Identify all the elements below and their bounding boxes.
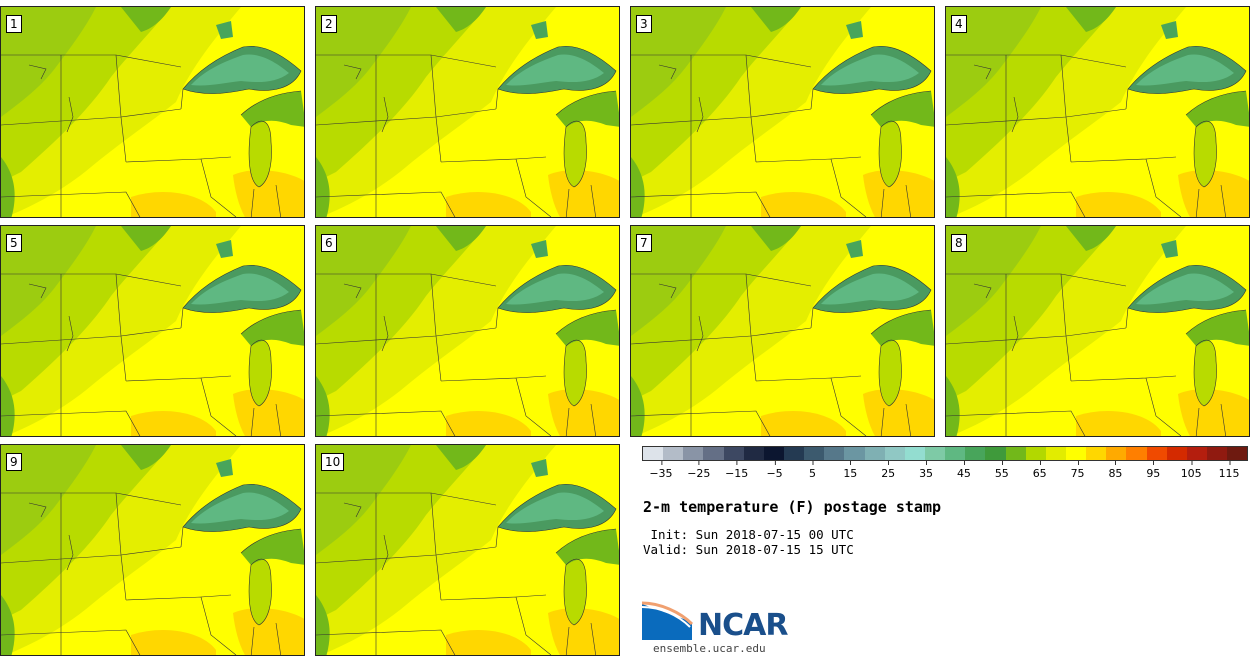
colorbar-segment xyxy=(945,447,966,460)
colorbar-segment xyxy=(1146,447,1167,460)
colorbar-segment xyxy=(924,447,946,460)
colorbar-tick: 15 xyxy=(843,461,857,480)
map-stamp: 5 xyxy=(0,225,305,437)
colorbar-segment xyxy=(1005,447,1026,460)
figure-title: 2-m temperature (F) postage stamp xyxy=(643,498,942,516)
colorbar-segment xyxy=(1065,447,1087,460)
map-stamp: 2 xyxy=(315,6,620,218)
colorbar-tick: 105 xyxy=(1181,461,1202,480)
colorbar-tick: 5 xyxy=(809,461,816,480)
valid-time: Valid: Sun 2018-07-15 15 UTC xyxy=(643,542,854,557)
colorbar-tick: 45 xyxy=(957,461,971,480)
member-label: 8 xyxy=(951,234,967,252)
colorbar-segment xyxy=(683,447,704,460)
map-stamp: 1 xyxy=(0,6,305,218)
colorbar-tick: 95 xyxy=(1146,461,1160,480)
member-label: 3 xyxy=(636,15,652,33)
ensemble-url: ensemble.ucar.edu xyxy=(653,642,766,655)
colorbar-tick: −25 xyxy=(687,461,710,480)
colorbar-segment xyxy=(663,447,684,460)
colorbar-segment xyxy=(1227,447,1248,460)
colorbar-segment xyxy=(703,447,724,460)
map-stamp: 9 xyxy=(0,444,305,656)
member-label: 6 xyxy=(321,234,337,252)
ncar-wordmark: NCAR xyxy=(698,608,788,643)
member-label: 2 xyxy=(321,15,337,33)
colorbar-segment xyxy=(904,447,925,460)
map-stamp: 6 xyxy=(315,225,620,437)
ncar-logo-icon xyxy=(642,601,694,640)
colorbar-segment xyxy=(1025,447,1046,460)
colorbar-segment xyxy=(844,447,865,460)
colorbar-tick: 85 xyxy=(1108,461,1122,480)
colorbar-tick: 65 xyxy=(1033,461,1047,480)
member-label: 1 xyxy=(6,15,22,33)
init-time: Init: Sun 2018-07-15 00 UTC xyxy=(643,527,854,542)
colorbar-tick: 25 xyxy=(881,461,895,480)
colorbar-tick: −5 xyxy=(766,461,783,480)
colorbar-segment xyxy=(1045,447,1066,460)
map-stamp: 3 xyxy=(630,6,935,218)
colorbar-segment xyxy=(763,447,784,460)
member-label: 9 xyxy=(6,453,22,471)
colorbar-tick: −15 xyxy=(725,461,748,480)
colorbar-segment xyxy=(965,447,986,460)
colorbar-segment xyxy=(743,447,764,460)
colorbar-tick: 35 xyxy=(919,461,933,480)
colorbar-segment xyxy=(643,447,664,460)
member-label: 4 xyxy=(951,15,967,33)
colorbar-tick-labels: −35 −25 −15 −5 5 15 25 35 45 55 65 75 85 95 105 115 xyxy=(642,461,1248,481)
colorbar-segment xyxy=(884,447,905,460)
colorbar-tick: 55 xyxy=(995,461,1009,480)
colorbar-tick: −35 xyxy=(649,461,673,480)
colorbar-segment xyxy=(1166,447,1187,460)
member-label: 7 xyxy=(636,234,652,252)
colorbar-segment xyxy=(723,447,744,460)
map-stamp: 4 xyxy=(945,6,1250,218)
colorbar-segment xyxy=(1186,447,1207,460)
temperature-colorbar xyxy=(642,446,1248,461)
colorbar-segment xyxy=(1106,447,1127,460)
colorbar-segment xyxy=(864,447,885,460)
member-label: 5 xyxy=(6,234,22,252)
colorbar-segment xyxy=(1126,447,1147,460)
colorbar-segment xyxy=(1086,447,1107,460)
colorbar-tick: 115 xyxy=(1219,461,1240,480)
colorbar-segment xyxy=(804,447,825,460)
map-stamp: 10 xyxy=(315,444,620,656)
map-stamp: 7 xyxy=(630,225,935,437)
colorbar-segment xyxy=(985,447,1006,460)
colorbar-tick: 75 xyxy=(1071,461,1085,480)
map-stamp: 8 xyxy=(945,225,1250,437)
colorbar-segment xyxy=(783,447,805,460)
member-label: 10 xyxy=(321,453,345,471)
colorbar-segment xyxy=(824,447,845,460)
colorbar-segment xyxy=(1206,447,1228,460)
